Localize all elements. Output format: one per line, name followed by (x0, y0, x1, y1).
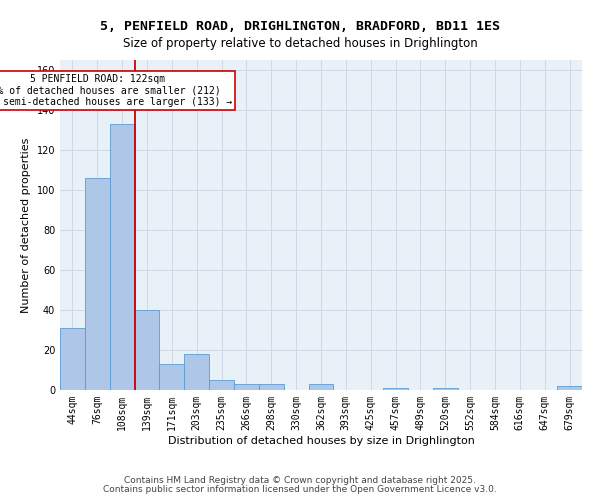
Y-axis label: Number of detached properties: Number of detached properties (21, 138, 31, 312)
Bar (160, 364, 184, 390)
Bar (60, 328, 85, 390)
Bar (184, 354, 209, 390)
Bar (557, 386, 582, 390)
Bar (259, 384, 284, 390)
Text: Contains HM Land Registry data © Crown copyright and database right 2025.: Contains HM Land Registry data © Crown c… (124, 476, 476, 485)
Bar (85, 178, 110, 390)
Bar (234, 384, 259, 390)
X-axis label: Distribution of detached houses by size in Drighlington: Distribution of detached houses by size … (167, 436, 475, 446)
Text: Size of property relative to detached houses in Drighlington: Size of property relative to detached ho… (122, 38, 478, 51)
Text: Contains public sector information licensed under the Open Government Licence v3: Contains public sector information licen… (103, 485, 497, 494)
Bar (134, 310, 160, 390)
Text: 5, PENFIELD ROAD, DRIGHLINGTON, BRADFORD, BD11 1ES: 5, PENFIELD ROAD, DRIGHLINGTON, BRADFORD… (100, 20, 500, 33)
Bar (433, 388, 458, 390)
Bar (383, 388, 408, 390)
Bar (308, 384, 334, 390)
Bar (110, 124, 134, 390)
Bar (209, 380, 234, 390)
Text: 5 PENFIELD ROAD: 122sqm
← 61% of detached houses are smaller (212)
38% of semi-d: 5 PENFIELD ROAD: 122sqm ← 61% of detache… (0, 74, 232, 107)
